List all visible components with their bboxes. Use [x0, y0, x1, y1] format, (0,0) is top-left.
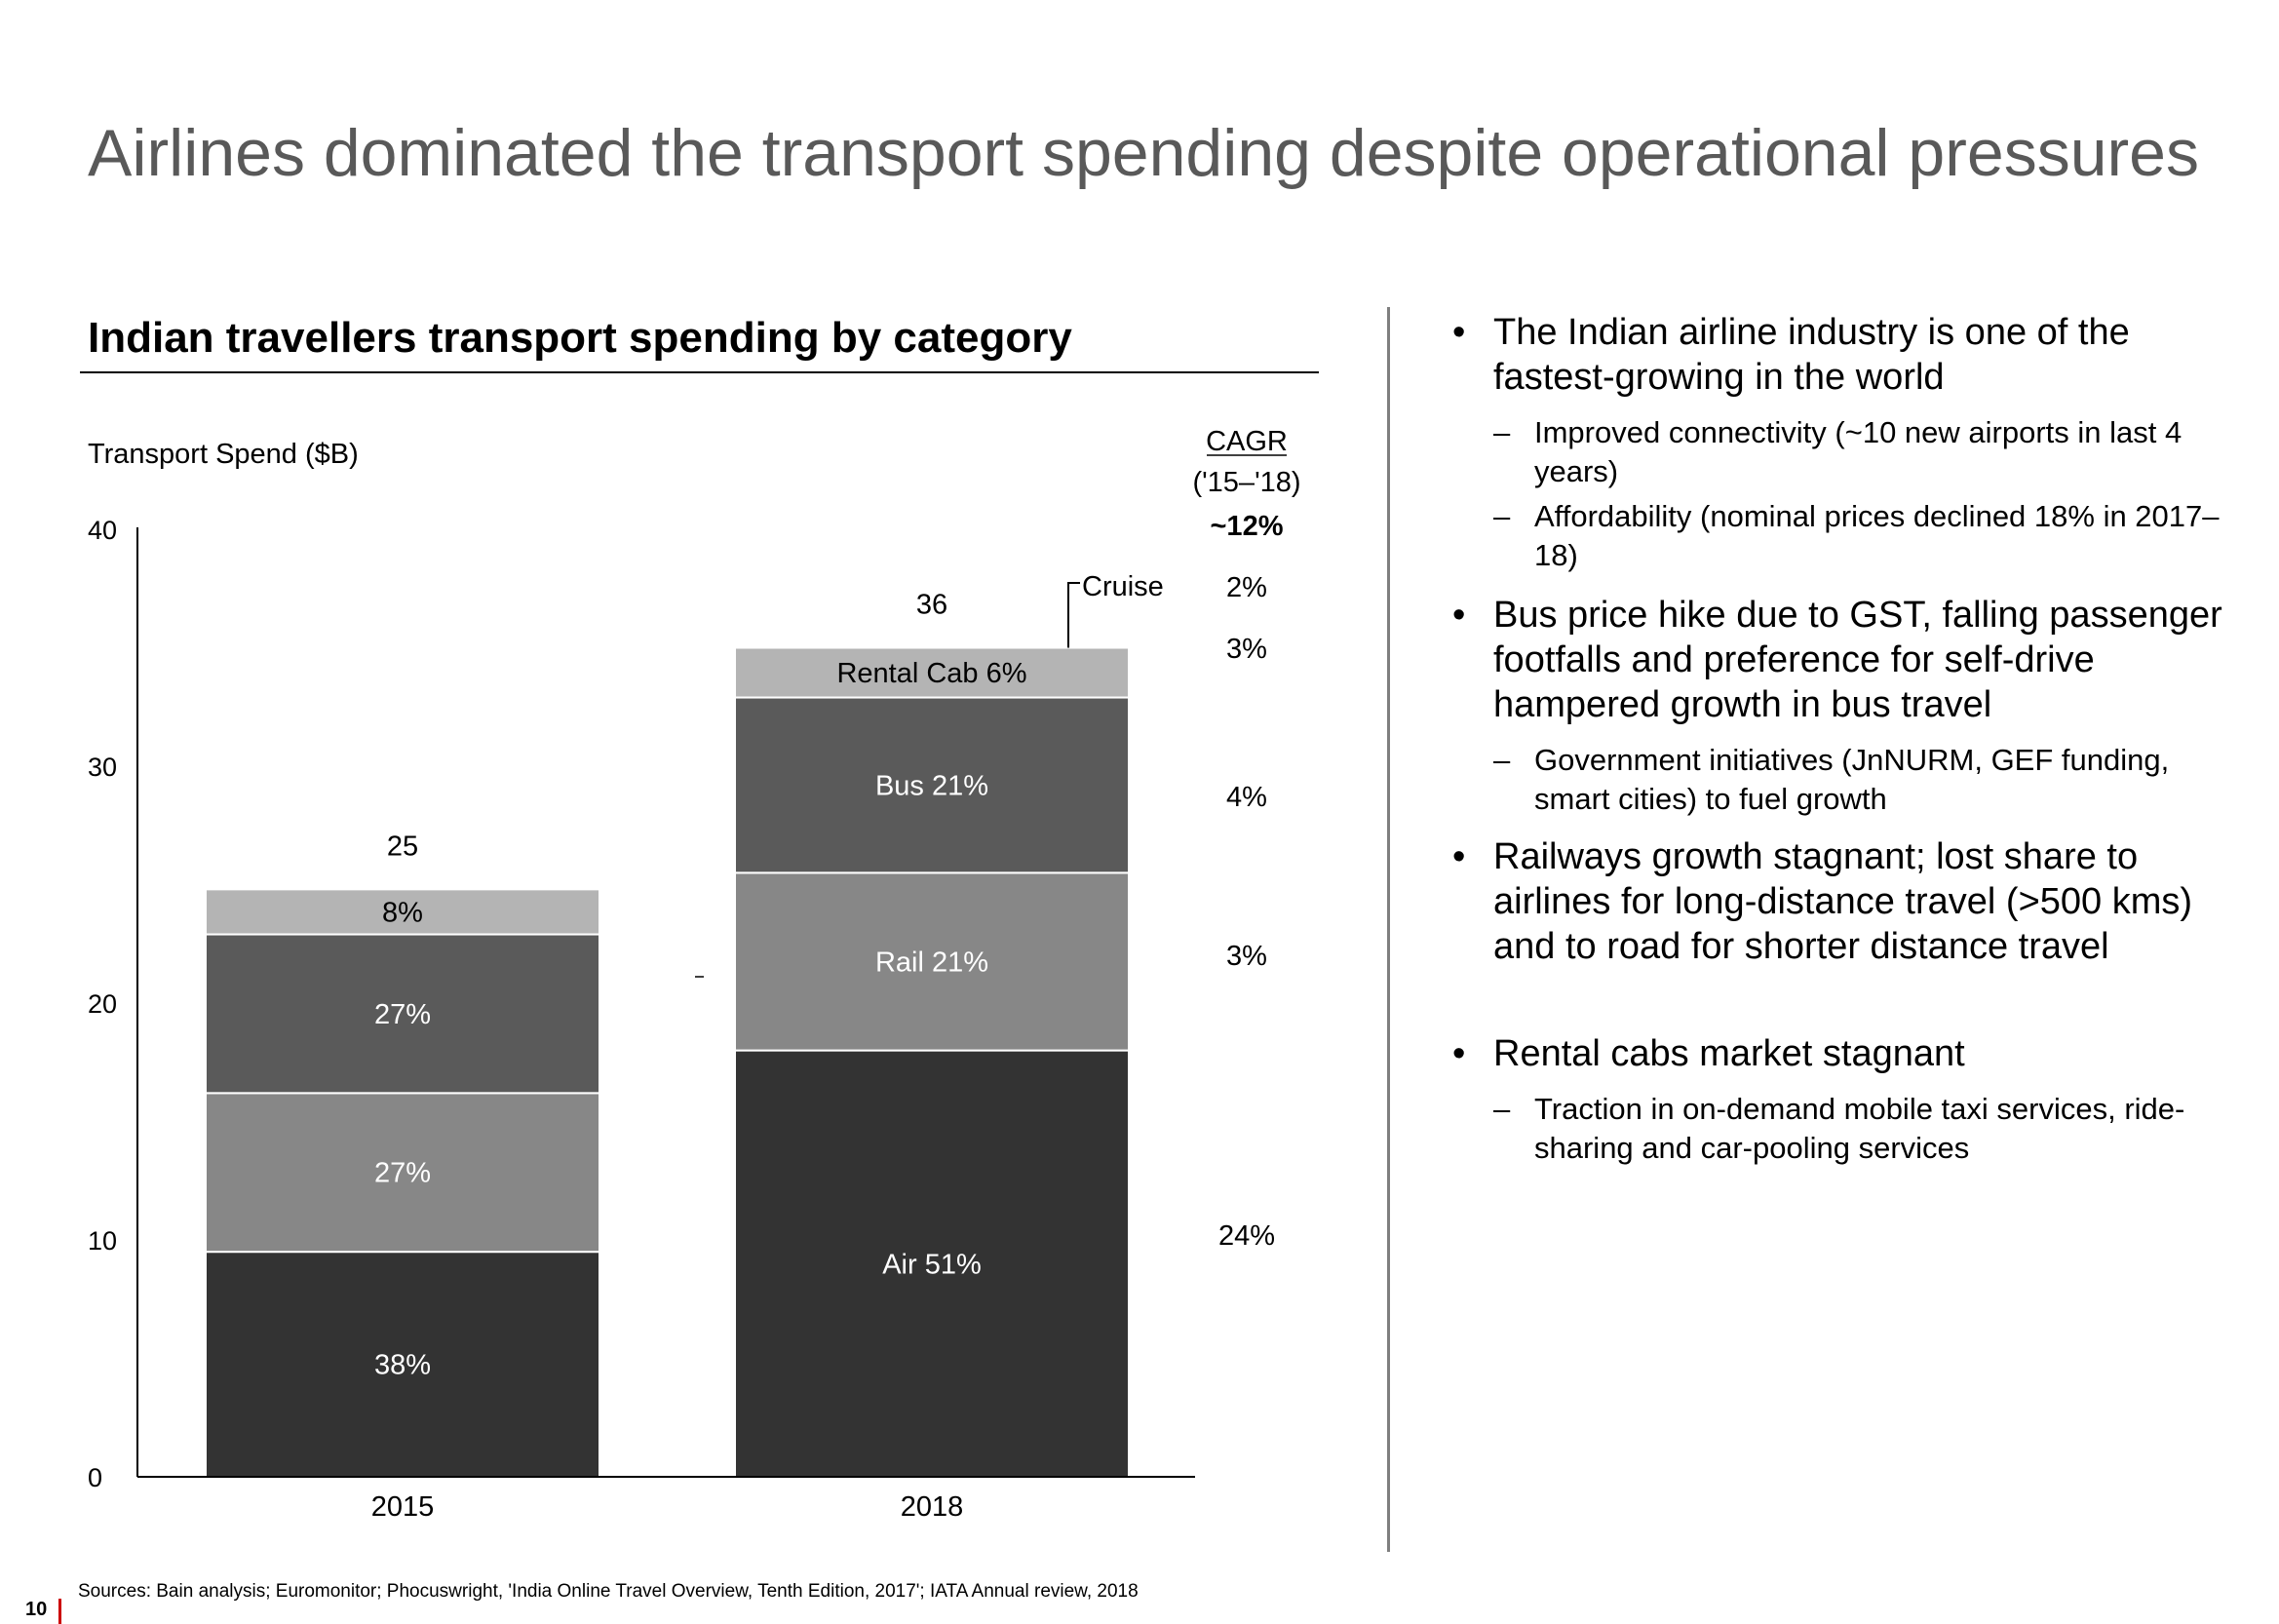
bullet-marker: •	[1452, 836, 1466, 877]
cagr-header: CAGR	[1206, 426, 1288, 457]
x-tick-label-2018: 2018	[901, 1491, 964, 1523]
bar-segment-rail-2018	[734, 871, 1130, 1052]
y-tick-label-10: 10	[88, 1226, 117, 1256]
bullet-marker: •	[1452, 1033, 1466, 1074]
sub-bullet-item: – Affordability (nominal prices declined …	[1452, 497, 2252, 575]
sub-bullet-marker: –	[1493, 415, 1511, 449]
bullet-text: The Indian airline industry is one of th…	[1493, 312, 2130, 398]
bar-segment-rental-cab-2018	[734, 646, 1130, 699]
chart-title: Indian travellers transport spending by …	[88, 314, 1072, 362]
y-tick-label-40: 40	[88, 516, 117, 545]
segment-label-bus-2015: 27%	[374, 999, 431, 1030]
sub-bullet-item: – Improved connectivity (~10 new airports…	[1452, 413, 2252, 491]
bar-segment-air-2018	[734, 1049, 1130, 1478]
segment-label-rail-2015: 27%	[374, 1158, 431, 1189]
sub-bullet-marker: –	[1493, 499, 1511, 533]
segment-label-air-2018: Air 51%	[882, 1249, 982, 1280]
sub-bullet-text: Improved connectivity (~10 new airports …	[1534, 415, 2182, 488]
bar-segment-bus-2015	[205, 933, 600, 1095]
segment-label-rental-cab-2015: 8%	[382, 897, 423, 928]
segment-label-rental-cab-2018: Rental Cab 6%	[836, 658, 1026, 689]
sub-bullet-item: – Traction in on-demand mobile taxi servi…	[1452, 1090, 2252, 1168]
cagr-total: ~12%	[1211, 511, 1284, 542]
total-label-2018: 36	[916, 590, 947, 621]
bullet-item: • The Indian airline industry is one of t…	[1452, 310, 2252, 400]
bar-segment-rental-cab-2015	[205, 888, 600, 936]
sub-bullet-text: Traction in on-demand mobile taxi servic…	[1534, 1092, 2185, 1165]
segment-label-bus-2018: Bus 21%	[875, 770, 988, 801]
cagr-value: 3%	[1226, 941, 1267, 972]
sub-bullet-marker: –	[1493, 743, 1511, 777]
sub-bullet-marker: –	[1493, 1092, 1511, 1126]
bullet-item: • Railways growth stagnant; lost share to…	[1452, 834, 2252, 969]
sub-bullet-text: Affordability (nominal prices declined 1…	[1534, 499, 2220, 572]
cruise-leader-line	[1067, 582, 1080, 648]
cagr-period: ('15–'18)	[1192, 467, 1300, 498]
bar-segment-rail-2015	[205, 1092, 600, 1254]
cagr-value: 4%	[1226, 782, 1267, 813]
bullet-item: • Rental cabs market stagnant	[1452, 1031, 2252, 1076]
cruise-label: Cruise	[1082, 571, 1164, 602]
cagr-value: 24%	[1218, 1220, 1275, 1252]
y-tick-label-0: 0	[88, 1463, 102, 1492]
vertical-divider	[1387, 307, 1390, 1552]
bullet-item: • Bus price hike due to GST, falling pass…	[1452, 593, 2252, 727]
bullet-text: Railways growth stagnant; lost share to …	[1493, 836, 2193, 967]
sources-note: Sources: Bain analysis; Euromonitor; Pho…	[78, 1581, 1139, 1602]
bullet-marker: •	[1452, 595, 1466, 636]
page-number: 10	[25, 1599, 48, 1620]
y-axis-label: Transport Spend ($B)	[88, 439, 359, 470]
segment-label-rail-2018: Rail 21%	[875, 947, 988, 978]
x-tick-label-2015: 2015	[371, 1491, 435, 1523]
cagr-value: 3%	[1226, 634, 1267, 665]
stacked-bar-chart: Transport Spend ($B) 38% 27% 27% 8% 25 2015 Air…	[88, 426, 1301, 1523]
y-tick-label-30: 30	[88, 753, 117, 782]
slide-title: Airlines dominated the transport spendin…	[88, 116, 2199, 190]
bar-segment-bus-2018	[734, 696, 1130, 874]
chart-title-rule	[80, 371, 1319, 373]
bullet-text: Bus price hike due to GST, falling passe…	[1493, 595, 2222, 725]
sub-bullet-item: – Government initiatives (JnNURM, GEF fun…	[1452, 741, 2252, 819]
total-label-2015: 25	[387, 831, 418, 862]
segment-label-air-2015: 38%	[374, 1350, 431, 1381]
y-tick-label-20: 20	[88, 989, 117, 1019]
bullet-marker: •	[1452, 312, 1466, 353]
sub-bullet-text: Government initiatives (JnNURM, GEF fund…	[1534, 743, 2170, 816]
bullet-text: Rental cabs market stagnant	[1493, 1033, 1965, 1074]
page-number-bar	[58, 1599, 61, 1624]
cagr-value: 2%	[1226, 572, 1267, 603]
bullet-list: • The Indian airline industry is one of t…	[1452, 310, 2252, 1181]
